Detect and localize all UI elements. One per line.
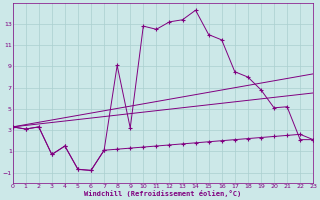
- X-axis label: Windchill (Refroidissement éolien,°C): Windchill (Refroidissement éolien,°C): [84, 190, 242, 197]
